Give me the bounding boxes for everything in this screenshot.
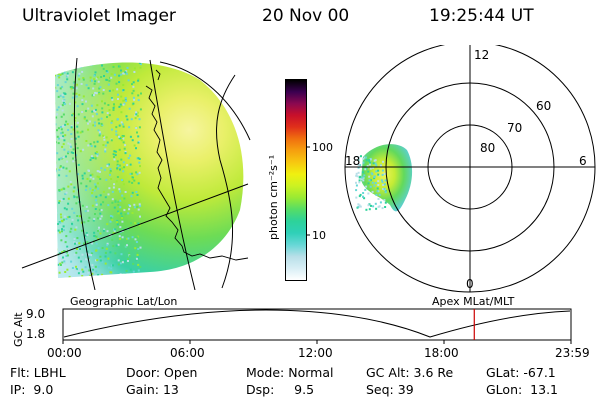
mlat-label-60: 60 [536, 99, 551, 113]
speckle-noise [55, 62, 142, 278]
glat-label: GLat: [486, 365, 520, 380]
filter-info: Flt: LBHL [10, 365, 66, 380]
gc-altitude-label: GC Alt: [366, 365, 410, 380]
polar-grid [344, 45, 596, 293]
mlat-label-70: 70 [507, 121, 522, 135]
colorbar-tick-100: 100 [312, 141, 333, 154]
gc-altitude-info: GC Alt: 3.6 Re [366, 365, 453, 380]
dsp-value: 9.5 [294, 382, 315, 397]
aurora-emission-image [55, 62, 244, 278]
observation-time: 19:25:44 UT [429, 6, 534, 26]
door-value: Open [164, 365, 198, 380]
filter-value: LBHL [33, 365, 66, 380]
glon-label: GLon: [486, 382, 523, 397]
mode-info: Mode: Normal [246, 365, 334, 380]
glon-value: 13.1 [530, 382, 559, 397]
time-tick-0000: 00:00 [47, 346, 82, 360]
time-tick-1800: 18:00 [424, 346, 459, 360]
mlat-label-80: 80 [480, 141, 495, 155]
ip-info: IP: 9.0 [10, 382, 53, 397]
mode-value: Normal [288, 365, 334, 380]
observation-date: 20 Nov 00 [262, 6, 350, 26]
time-tick-1200: 12:00 [298, 346, 333, 360]
gc-altitude-value: 3.6 Re [413, 365, 454, 380]
sequence-value: 39 [397, 382, 414, 397]
colorbar-gradient [286, 80, 306, 280]
filter-label: Flt: [10, 365, 30, 380]
mlt-label-6: 6 [579, 154, 587, 168]
time-tick-2359: 23:59 [555, 346, 590, 360]
time-tick-0600: 06:00 [170, 346, 205, 360]
instrument-title: Ultraviolet Imager [22, 6, 176, 26]
dsp-info: Dsp: 9.5 [246, 382, 314, 397]
altitude-plot: GC Alt 9.0 1.8 [12, 307, 572, 347]
ip-label: IP: [10, 382, 26, 397]
geographic-image-panel [21, 57, 251, 290]
altitude-curve [63, 309, 571, 338]
glon-info: GLon: 13.1 [486, 382, 558, 397]
geographic-caption: Geographic Lat/Lon [70, 295, 178, 308]
altitude-ytick-1-8: 1.8 [26, 327, 45, 341]
polar-caption: Apex MLat/MLT [432, 295, 515, 308]
gain-info: Gain: 13 [126, 382, 179, 397]
glat-value: -67.1 [523, 365, 556, 380]
sequence-info: Seq: 39 [366, 382, 414, 397]
altitude-ytick-9: 9.0 [26, 307, 45, 321]
colorbar-tick-10: 10 [312, 229, 326, 242]
geographic-grid [21, 57, 251, 290]
mlt-label-18: 18 [345, 154, 360, 168]
mlt-label-12: 12 [474, 48, 489, 62]
altitude-plot-frame [62, 308, 572, 341]
gain-label: Gain: [126, 382, 159, 397]
coastline-outline [145, 69, 249, 261]
door-label: Door: [126, 365, 161, 380]
mode-label: Mode: [246, 365, 285, 380]
altitude-ylabel: GC Alt [12, 312, 25, 347]
sequence-label: Seq: [366, 382, 394, 397]
colorbar-axis: 100 10 photon cm⁻²s⁻¹ [267, 141, 333, 242]
ip-value: 9.0 [33, 382, 54, 397]
dsp-label: Dsp: [246, 382, 275, 397]
gain-value: 13 [162, 382, 179, 397]
door-info: Door: Open [126, 365, 197, 380]
polar-speckle [355, 155, 387, 211]
polar-plot-panel: 12 18 6 0 60 70 80 [344, 45, 596, 293]
colorbar [285, 79, 307, 281]
colorbar-unit-label: photon cm⁻²s⁻¹ [267, 155, 280, 240]
glat-info: GLat: -67.1 [486, 365, 556, 380]
mlt-label-0: 0 [466, 277, 474, 291]
